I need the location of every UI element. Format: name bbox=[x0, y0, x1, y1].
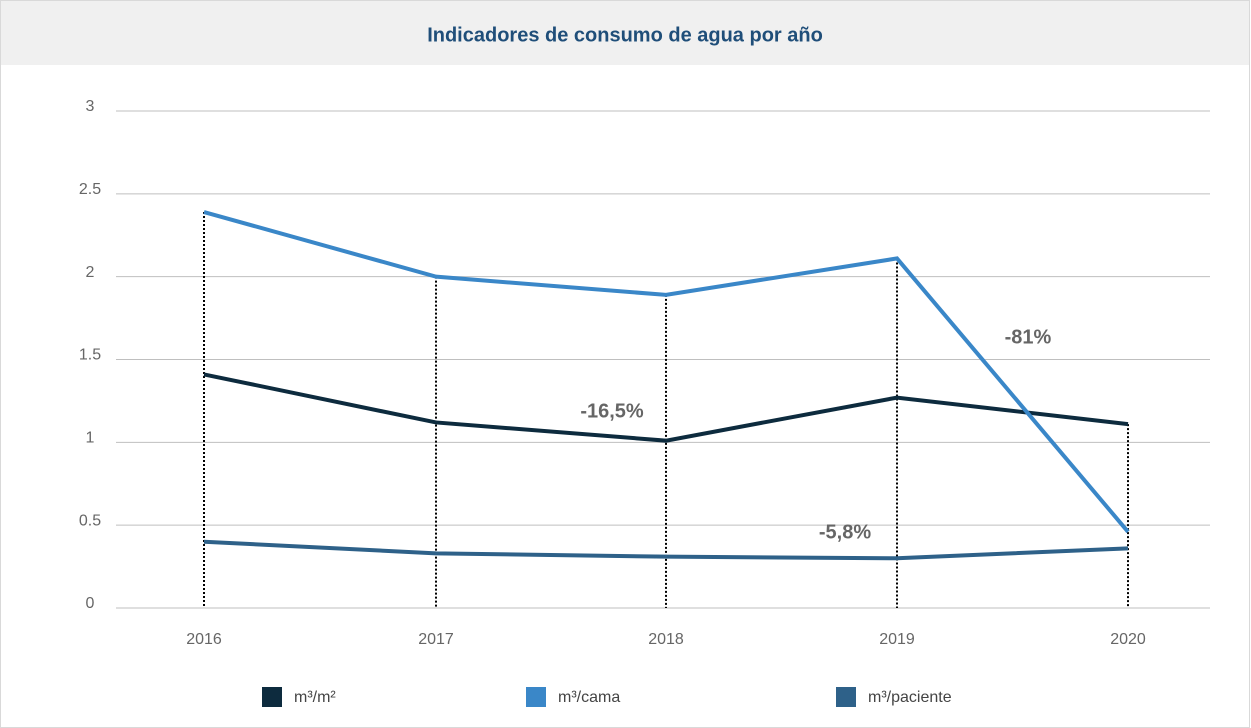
y-tick-label: 1.5 bbox=[79, 347, 101, 364]
x-tick-label: 2016 bbox=[186, 631, 222, 648]
annotation: -16,5% bbox=[580, 400, 644, 422]
y-tick-label: 3 bbox=[86, 98, 95, 115]
legend-swatch bbox=[526, 687, 546, 707]
series-line bbox=[203, 210, 1130, 534]
legend-label: m³/paciente bbox=[868, 689, 952, 706]
y-tick-label: 2 bbox=[86, 264, 95, 281]
y-tick-label: 0 bbox=[86, 595, 95, 612]
annotation: -5,8% bbox=[819, 521, 871, 543]
y-tick-label: 1 bbox=[86, 430, 95, 447]
legend-swatch bbox=[836, 687, 856, 707]
x-tick-label: 2020 bbox=[1110, 631, 1146, 648]
y-tick-label: 2.5 bbox=[79, 181, 101, 198]
y-tick-label: 0.5 bbox=[79, 512, 101, 529]
header-band bbox=[1, 1, 1249, 65]
series-line bbox=[203, 372, 1129, 443]
series-line bbox=[203, 539, 1129, 561]
legend-label: m³/cama bbox=[558, 689, 620, 706]
x-tick-label: 2017 bbox=[418, 631, 454, 648]
chart-title: Indicadores de consumo de agua por año bbox=[427, 24, 823, 46]
annotation: -81% bbox=[1005, 326, 1052, 348]
x-tick-label: 2019 bbox=[879, 631, 915, 648]
legend-label: m³/m² bbox=[294, 689, 336, 706]
x-tick-label: 2018 bbox=[648, 631, 684, 648]
legend-swatch bbox=[262, 687, 282, 707]
